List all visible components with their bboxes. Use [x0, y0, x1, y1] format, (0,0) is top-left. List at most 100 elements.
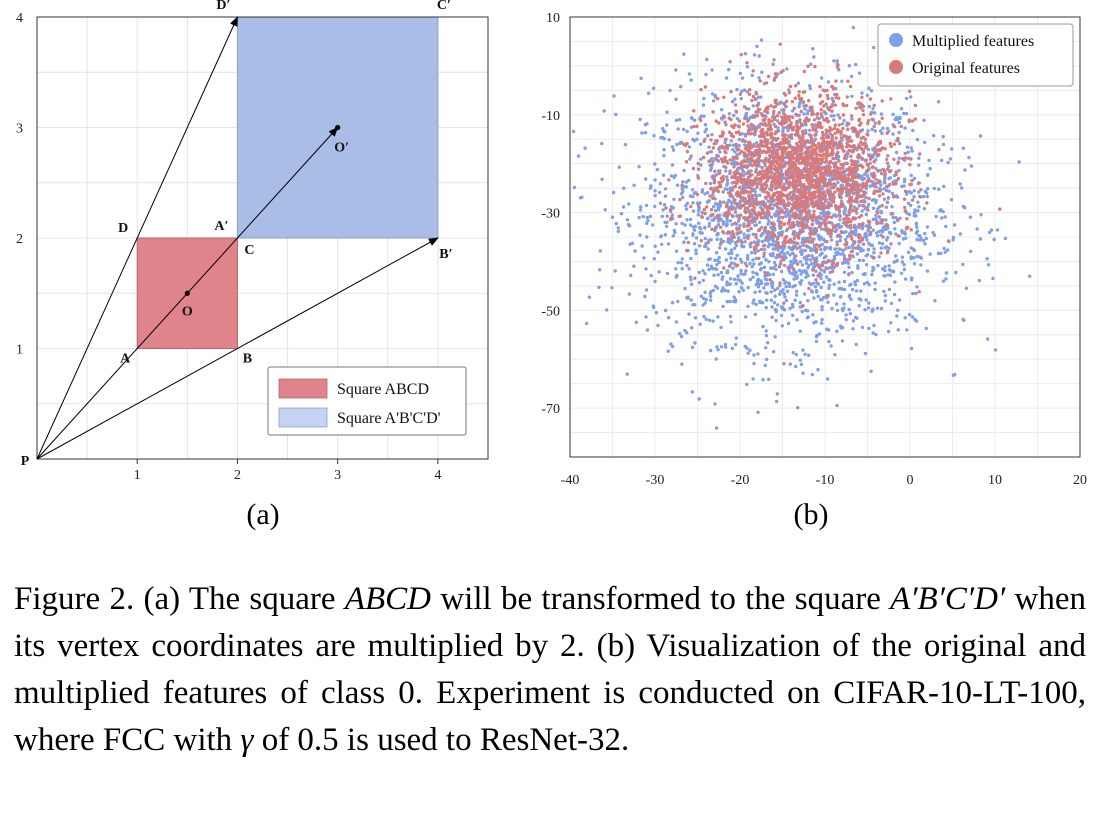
point-multiplied	[842, 279, 847, 284]
point-original	[804, 131, 808, 135]
point-multiplied	[699, 294, 703, 298]
point-original	[794, 206, 798, 210]
point-multiplied	[732, 277, 737, 281]
point-multiplied	[638, 208, 643, 212]
point-multiplied	[865, 280, 869, 285]
point-original	[782, 211, 787, 215]
point-multiplied	[853, 228, 858, 233]
point-original	[755, 144, 759, 148]
point-original	[805, 170, 809, 174]
point-original	[812, 185, 817, 189]
point-multiplied	[662, 148, 666, 152]
point-multiplied	[711, 192, 715, 197]
point-multiplied	[891, 112, 895, 117]
point-multiplied	[625, 218, 630, 222]
point-original	[796, 241, 800, 246]
point-multiplied	[587, 295, 592, 299]
point-multiplied	[700, 188, 705, 192]
point-original	[769, 104, 773, 108]
point-multiplied	[634, 320, 638, 324]
point-original	[854, 246, 858, 250]
point-original	[821, 260, 826, 264]
point-original	[753, 211, 757, 215]
point-multiplied	[888, 273, 893, 278]
point-original	[717, 180, 721, 185]
point-original	[812, 232, 816, 236]
point-multiplied	[640, 131, 644, 135]
point-original	[796, 203, 801, 207]
point-multiplied	[765, 298, 769, 302]
point-original	[784, 169, 788, 173]
point-original	[768, 125, 773, 129]
point-original	[825, 188, 830, 192]
point-multiplied	[883, 299, 887, 303]
point-multiplied	[675, 142, 679, 147]
point-original	[822, 191, 826, 196]
point-multiplied	[751, 275, 755, 279]
point-multiplied	[757, 220, 762, 224]
point-original	[787, 90, 792, 95]
point-original	[779, 145, 783, 149]
point-original	[825, 211, 829, 216]
point-multiplied	[644, 267, 648, 271]
point-original	[759, 129, 763, 134]
point-multiplied	[940, 216, 944, 220]
point-multiplied	[896, 308, 900, 312]
point-multiplied	[855, 252, 859, 256]
point-original	[795, 120, 799, 124]
point-original	[801, 224, 806, 228]
point-original	[766, 194, 771, 198]
point-original	[896, 136, 900, 141]
point-multiplied	[890, 205, 894, 209]
point-original	[823, 182, 827, 186]
point-multiplied	[773, 212, 777, 217]
point-original	[854, 106, 858, 111]
point-multiplied	[774, 318, 778, 323]
point-original	[841, 248, 845, 252]
point-multiplied	[767, 377, 771, 381]
point-multiplied	[710, 92, 715, 96]
point-original	[783, 113, 787, 117]
point-original	[738, 162, 743, 166]
point-multiplied	[874, 332, 878, 337]
point-original	[790, 100, 795, 104]
point-original	[881, 235, 885, 239]
point-original	[732, 235, 736, 239]
point-multiplied	[909, 278, 914, 282]
point-original	[750, 164, 754, 168]
point-multiplied	[800, 263, 805, 267]
point-original	[722, 158, 726, 162]
legend-marker-original	[889, 60, 903, 74]
point-original	[780, 149, 784, 153]
y-tick-label: -50	[541, 304, 560, 319]
point-multiplied	[741, 184, 745, 188]
point-multiplied	[571, 129, 576, 134]
point-multiplied	[751, 301, 755, 305]
legend-label-abcd: Square ABCD	[337, 381, 429, 398]
point-original	[711, 174, 716, 178]
legend-label-original: Original features	[912, 60, 1020, 77]
point-original	[790, 153, 794, 157]
point-original	[896, 176, 901, 181]
point-multiplied	[761, 324, 765, 329]
point-multiplied	[883, 178, 887, 182]
point-original	[798, 154, 802, 158]
point-multiplied	[897, 241, 901, 246]
point-original	[809, 226, 813, 231]
point-original	[786, 227, 790, 231]
point-original	[752, 125, 757, 129]
point-multiplied	[699, 142, 703, 146]
point-original	[705, 151, 710, 155]
point-original	[794, 142, 799, 146]
point-multiplied	[739, 286, 744, 290]
point-multiplied	[764, 346, 768, 350]
point-multiplied	[705, 263, 710, 267]
point-multiplied	[835, 329, 839, 333]
point-original	[738, 206, 742, 210]
point-original	[807, 209, 811, 213]
point-multiplied	[614, 112, 618, 117]
point-original	[878, 189, 882, 193]
legend-swatch-abcd	[278, 378, 328, 399]
point-original	[727, 116, 731, 120]
point-original	[894, 172, 898, 177]
